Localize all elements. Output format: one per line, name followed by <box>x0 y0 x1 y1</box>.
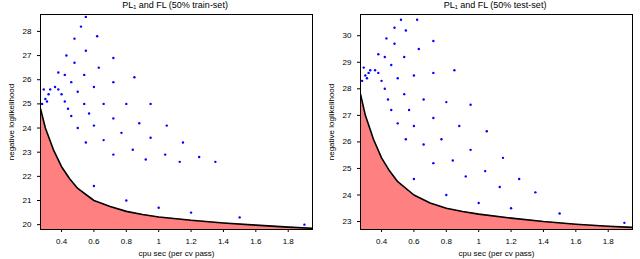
svg-text:1: 1 <box>476 237 481 246</box>
svg-text:0.6: 0.6 <box>88 237 100 246</box>
svg-text:28: 28 <box>23 27 32 36</box>
svg-text:1.8: 1.8 <box>603 237 615 246</box>
svg-text:27: 27 <box>23 51 32 60</box>
html-text:PL₁ and FL (50% train-set): PL₁ and FL (50% train-set) <box>122 0 228 10</box>
svg-text:20: 20 <box>23 220 32 229</box>
svg-text:0.8: 0.8 <box>441 237 453 246</box>
svg-text:0.8: 0.8 <box>121 237 133 246</box>
svg-text:1: 1 <box>156 237 161 246</box>
svg-text:0.6: 0.6 <box>408 237 420 246</box>
svg-text:26: 26 <box>343 137 352 146</box>
svg-text:21: 21 <box>23 196 32 205</box>
svg-text:22: 22 <box>23 172 32 181</box>
svg-text:1.2: 1.2 <box>506 237 518 246</box>
svg-text:1.8: 1.8 <box>283 237 295 246</box>
svg-text:25: 25 <box>343 164 352 173</box>
svg-text:24: 24 <box>343 191 352 200</box>
svg-text:23: 23 <box>23 148 32 157</box>
html-text:PL₁ and FL (50% test-set): PL₁ and FL (50% test-set) <box>443 0 547 10</box>
svg-text:1.6: 1.6 <box>250 237 262 246</box>
svg-text:1.4: 1.4 <box>218 237 230 246</box>
svg-text:1.6: 1.6 <box>570 237 582 246</box>
svg-text:26: 26 <box>23 75 32 84</box>
svg-text:1.2: 1.2 <box>186 237 198 246</box>
svg-text:23: 23 <box>343 217 352 226</box>
svg-text:cpu sec (per cv pass): cpu sec (per cv pass) <box>138 249 214 258</box>
svg-text:negative loglikelihood: negative loglikelihood <box>7 84 16 161</box>
svg-text:cpu sec (per cv pass): cpu sec (per cv pass) <box>458 249 534 258</box>
svg-text:0.4: 0.4 <box>56 237 68 246</box>
svg-text:29: 29 <box>343 58 352 67</box>
svg-text:0.4: 0.4 <box>376 237 388 246</box>
svg-text:28: 28 <box>343 84 352 93</box>
svg-text:25: 25 <box>23 99 32 108</box>
svg-text:1.4: 1.4 <box>538 237 550 246</box>
svg-text:negative loglikelihood: negative loglikelihood <box>327 84 336 161</box>
svg-text:24: 24 <box>23 124 32 133</box>
svg-text:30: 30 <box>343 31 352 40</box>
svg-text:27: 27 <box>343 111 352 120</box>
